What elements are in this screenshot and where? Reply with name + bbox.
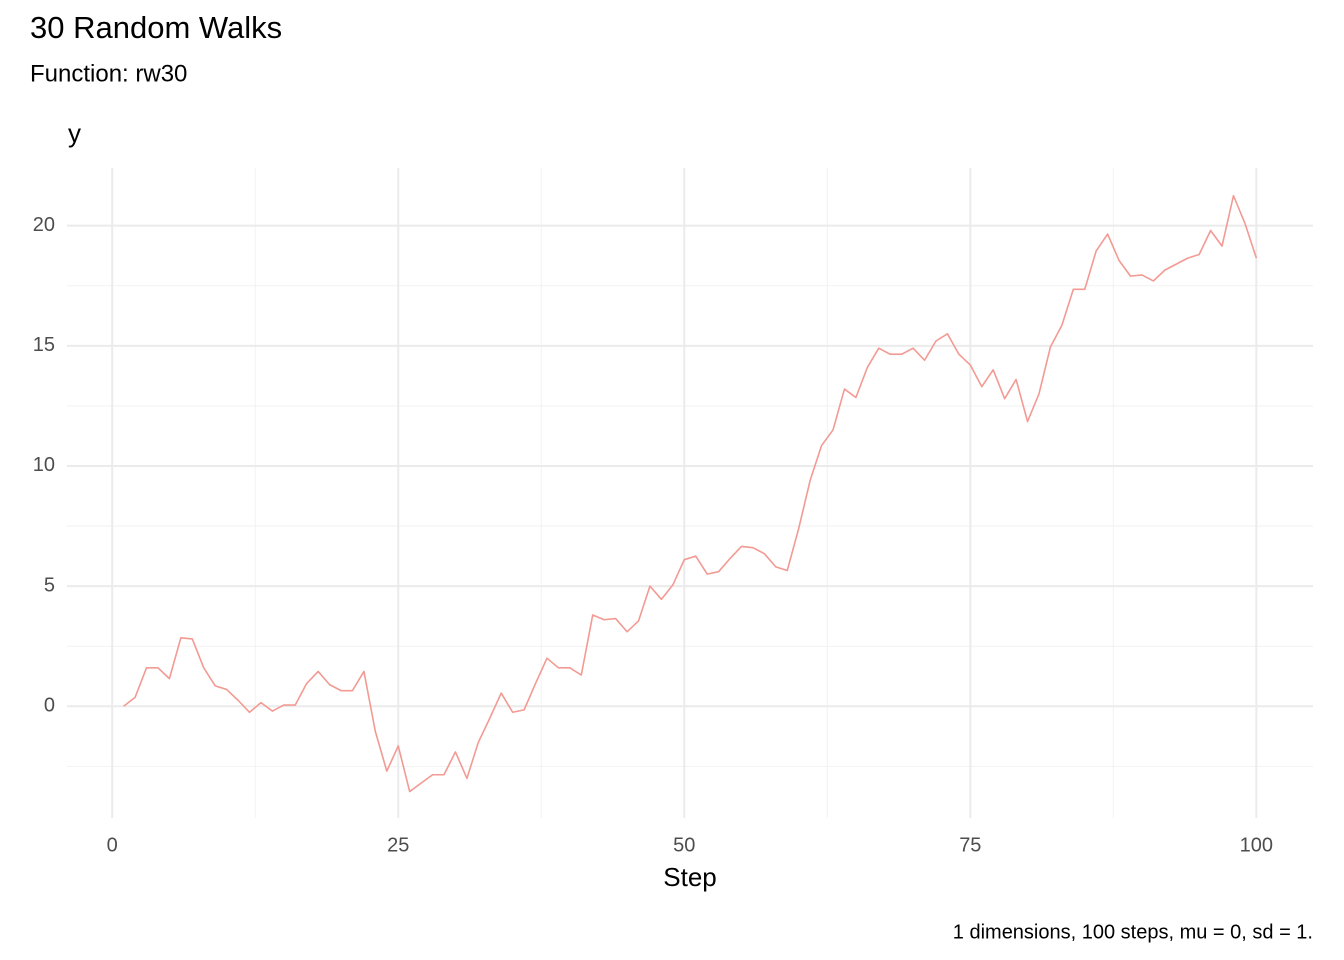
data-line	[123, 194, 1258, 793]
chart-subtitle: Function: rw30	[30, 60, 187, 87]
y-tick-label: 5	[44, 574, 55, 596]
y-tick-label: 20	[33, 214, 55, 236]
x-tick-label: 75	[959, 834, 981, 856]
y-tick-label: 0	[44, 695, 55, 717]
y-tick-label: 15	[33, 334, 55, 356]
x-tick-label: 0	[107, 834, 118, 856]
y-axis-label: y	[68, 118, 81, 148]
x-axis-label: Step	[663, 862, 717, 892]
x-tick-label: 50	[673, 834, 695, 856]
caption: 1 dimensions, 100 steps, mu = 0, sd = 1.	[953, 921, 1313, 943]
chart-title: 30 Random Walks	[30, 10, 282, 45]
y-tick-label: 10	[33, 454, 55, 476]
x-tick-label: 100	[1240, 834, 1273, 856]
x-tick-label: 25	[387, 834, 409, 856]
